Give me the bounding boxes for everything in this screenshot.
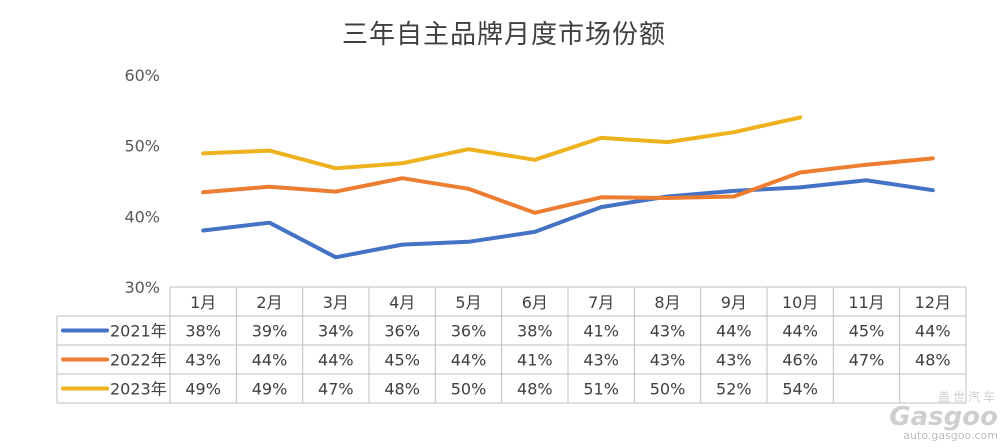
data-label: 43% xyxy=(650,351,686,370)
data-label: 45% xyxy=(849,322,885,341)
legend-entry: 2023年 xyxy=(110,380,167,399)
x-tick-label: 4月 xyxy=(389,293,415,312)
data-label: 47% xyxy=(318,380,354,399)
legend-entry: 2022年 xyxy=(110,351,167,370)
data-label: 44% xyxy=(716,322,752,341)
x-tick-label: 5月 xyxy=(455,293,481,312)
data-label: 38% xyxy=(517,322,553,341)
data-table: 1月 2月 3月 4月 5月 6月 7月 8月 9月 10月 11月 12月 2021年 38% 39% 34… xyxy=(56,286,967,404)
watermark-url: auto.gasgoo.com xyxy=(903,429,998,442)
y-tick-label: 40% xyxy=(124,207,160,226)
series-line-2 xyxy=(201,156,935,215)
data-label: 54% xyxy=(782,380,818,399)
data-label: 41% xyxy=(517,351,553,370)
watermark-brand: Gasgoo xyxy=(889,402,998,432)
x-tick-label: 3月 xyxy=(323,293,349,312)
x-tick-label: 1月 xyxy=(190,293,216,312)
x-tick-label: 8月 xyxy=(654,293,680,312)
data-label: 43% xyxy=(716,351,752,370)
data-label: 49% xyxy=(185,380,221,399)
watermark-cn: 盖世汽车 xyxy=(937,390,998,404)
legend-entry: 2021年 xyxy=(110,322,167,341)
data-label: 44% xyxy=(252,351,288,370)
data-label: 34% xyxy=(318,322,354,341)
data-label: 49% xyxy=(252,380,288,399)
data-label: 43% xyxy=(583,351,619,370)
x-tick-label: 11月 xyxy=(848,293,884,312)
chart-title: 三年自主品牌月度市场份额 xyxy=(341,20,666,50)
data-label: 41% xyxy=(583,322,619,341)
data-label: 36% xyxy=(451,322,487,341)
data-label: 36% xyxy=(384,322,420,341)
y-tick-label: 30% xyxy=(124,278,160,297)
data-label: 43% xyxy=(650,322,686,341)
x-tick-label: 7月 xyxy=(588,293,614,312)
data-label: 43% xyxy=(185,351,221,370)
data-label: 48% xyxy=(915,351,951,370)
data-label: 38% xyxy=(185,322,221,341)
y-tick-label: 50% xyxy=(124,137,160,156)
series-lines xyxy=(201,115,935,260)
data-label: 46% xyxy=(782,351,818,370)
data-label: 51% xyxy=(583,380,619,399)
data-label: 45% xyxy=(384,351,420,370)
x-tick-label: 9月 xyxy=(721,293,747,312)
y-tick-label: 60% xyxy=(124,66,160,85)
y-axis: 30% 40% 50% 60% xyxy=(124,66,160,297)
data-label: 50% xyxy=(650,380,686,399)
data-label: 44% xyxy=(318,351,354,370)
data-label: 47% xyxy=(849,351,885,370)
data-label: 44% xyxy=(451,351,487,370)
data-label: 48% xyxy=(384,380,420,399)
data-label: 50% xyxy=(451,380,487,399)
data-label: 44% xyxy=(782,322,818,341)
x-tick-label: 6月 xyxy=(522,293,548,312)
gasgoo-watermark: 盖世汽车 Gasgoo auto.gasgoo.com xyxy=(889,388,998,442)
series-line-1 xyxy=(201,178,935,260)
data-label: 44% xyxy=(915,322,951,341)
data-label: 48% xyxy=(517,380,553,399)
x-tick-label: 2月 xyxy=(256,293,282,312)
data-label: 39% xyxy=(252,322,288,341)
x-tick-label: 10月 xyxy=(782,293,818,312)
x-tick-label: 12月 xyxy=(915,293,951,312)
data-label: 52% xyxy=(716,380,752,399)
series-line-3 xyxy=(201,115,803,171)
